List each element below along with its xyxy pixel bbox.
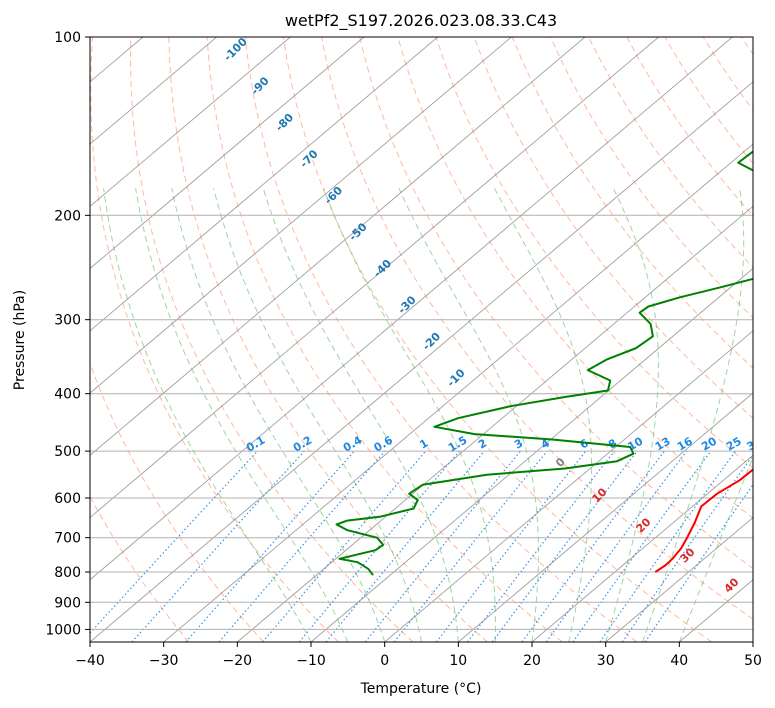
y-tick-label: 100	[54, 30, 81, 46]
x-tick-label: 40	[670, 653, 688, 669]
mixing-ratio-line	[364, 450, 521, 642]
isotherm-line	[310, 267, 753, 642]
isotherm-line	[90, 37, 659, 519]
moist-adiabat	[642, 188, 745, 642]
dry-adiabat	[129, 37, 414, 642]
dry-adiabat	[90, 37, 339, 642]
chart-title: wetPf2_S197.2026.023.08.33.C43	[285, 11, 557, 31]
dry-adiabat	[206, 37, 563, 642]
isotherm-line	[90, 37, 365, 270]
mixing-ratio-line	[298, 450, 460, 642]
dry-adiabat	[359, 37, 753, 570]
mixing-ratio-line	[491, 450, 638, 642]
plot-frame	[89, 36, 754, 643]
dry-adiabat	[550, 37, 753, 319]
mixing-ratio-line	[621, 454, 753, 642]
x-tick-label: −10	[296, 653, 326, 669]
dry-adiabat	[321, 37, 753, 620]
mixing-ratio-line	[90, 450, 258, 634]
isotherm-line	[90, 37, 291, 207]
temperature-line	[654, 468, 753, 573]
dewpoint-line	[335, 150, 753, 576]
mixing-ratio-line	[325, 450, 485, 642]
x-tick-label: −20	[223, 653, 253, 669]
mixing-ratio-line	[393, 450, 548, 642]
moist-adiabat	[262, 188, 459, 642]
y-axis-title: Pressure (hPa)	[12, 290, 28, 390]
isotherm-line	[90, 37, 217, 145]
mixing-ratio-line	[185, 450, 355, 642]
mixing-ratio-line	[467, 450, 615, 642]
isotherm-line	[90, 81, 753, 642]
y-tick-label: 700	[54, 531, 81, 547]
dry-adiabat	[511, 37, 753, 369]
isotherm-line	[458, 392, 753, 642]
x-tick-label: 50	[744, 653, 762, 669]
y-tick-label: 900	[54, 595, 81, 611]
isotherm-line	[90, 37, 733, 581]
x-tick-label: 10	[449, 653, 467, 669]
mixing-ratio-line	[572, 450, 712, 642]
mixing-ratio-line	[545, 450, 688, 642]
mixing-ratio-line	[644, 483, 753, 642]
dry-adiabat	[282, 37, 712, 642]
dry-adiabat	[397, 37, 753, 519]
mixing-ratio-line	[521, 450, 665, 642]
y-tick-label: 800	[54, 565, 81, 581]
x-tick-label: 20	[523, 653, 541, 669]
y-tick-label: 500	[54, 444, 81, 460]
isotherm-line	[90, 37, 586, 456]
dry-adiabat	[90, 361, 264, 642]
isotherm-line	[384, 330, 753, 642]
mixing-ratio-line	[131, 450, 305, 642]
y-tick-label: 300	[54, 313, 81, 329]
dry-adiabat	[244, 37, 638, 642]
isotherm-line	[163, 143, 753, 642]
mixing-ratio-label: 30	[744, 434, 764, 453]
dry-adiabat	[168, 37, 488, 642]
x-axis-title: Temperature (°C)	[360, 681, 482, 697]
x-axis: −40 −30 −20 −10 0 10 20 30 40 50	[75, 642, 762, 669]
x-tick-label: −40	[75, 653, 105, 669]
isotherm-line	[90, 37, 438, 332]
moist-adiabat	[398, 187, 539, 642]
moist-adiabat	[605, 187, 659, 642]
y-tick-label: 1000	[45, 622, 81, 638]
isotherm-line	[531, 454, 753, 642]
y-tick-label: 400	[54, 387, 81, 403]
mixing-ratio-line	[599, 450, 737, 642]
moist-adiabat	[135, 188, 349, 642]
moist-adiabat	[171, 188, 386, 642]
y-tick-label: 200	[54, 208, 81, 224]
dry-adiabat	[90, 495, 190, 642]
grid-lines	[90, 37, 753, 642]
x-tick-label: 30	[597, 653, 615, 669]
x-tick-label: 0	[380, 653, 389, 669]
dry-adiabat	[473, 37, 753, 419]
moist-adiabat	[678, 455, 753, 642]
dry-adiabat	[435, 37, 753, 469]
y-tick-label: 600	[54, 491, 81, 507]
isotherm-line	[90, 37, 512, 394]
y-axis: 100 200 300 400 500 600 700 800 900 1000	[45, 30, 90, 638]
series-lines	[335, 150, 753, 576]
background-lines	[90, 37, 753, 642]
moist-adiabat	[103, 188, 312, 642]
isotherm-line	[237, 205, 753, 642]
isotherm-line	[605, 516, 753, 642]
x-tick-label: −30	[149, 653, 179, 669]
moist-adiabat	[323, 188, 496, 642]
